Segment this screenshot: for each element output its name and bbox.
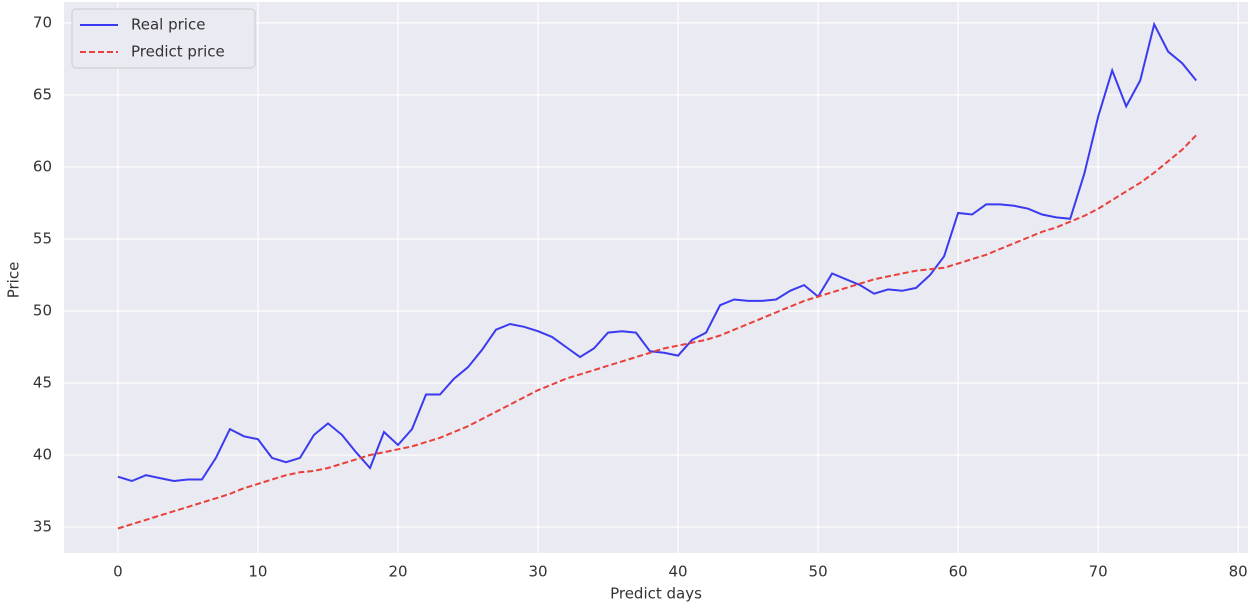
series-line bbox=[117, 134, 1197, 530]
y-tick-label: 40 bbox=[33, 446, 52, 464]
y-tick-label: 50 bbox=[33, 301, 52, 319]
x-tick-label: 50 bbox=[809, 563, 828, 581]
legend-label: Real price bbox=[131, 16, 205, 34]
y-tick-label: 65 bbox=[33, 85, 52, 103]
x-axis-label: Predict days bbox=[610, 585, 702, 603]
x-tick-label: 0 bbox=[113, 563, 123, 581]
legend-label: Predict price bbox=[131, 43, 225, 61]
y-tick-label: 45 bbox=[33, 374, 52, 392]
x-tick-label: 20 bbox=[388, 563, 407, 581]
x-tick-label: 70 bbox=[1089, 563, 1108, 581]
legend-box bbox=[71, 8, 256, 69]
plot-area bbox=[64, 2, 1248, 553]
y-tick-label: 35 bbox=[33, 518, 52, 536]
x-tick-label: 30 bbox=[528, 563, 547, 581]
x-tick-label: 40 bbox=[669, 563, 688, 581]
y-tick-label: 70 bbox=[33, 13, 52, 31]
series-line bbox=[117, 21, 1197, 483]
x-tick-label: 10 bbox=[248, 563, 267, 581]
y-axis-label: Price bbox=[5, 262, 23, 299]
y-tick-label: 60 bbox=[33, 157, 52, 175]
x-tick-label: 80 bbox=[1229, 563, 1248, 581]
x-tick-label: 60 bbox=[949, 563, 968, 581]
y-tick-label: 55 bbox=[33, 229, 52, 247]
